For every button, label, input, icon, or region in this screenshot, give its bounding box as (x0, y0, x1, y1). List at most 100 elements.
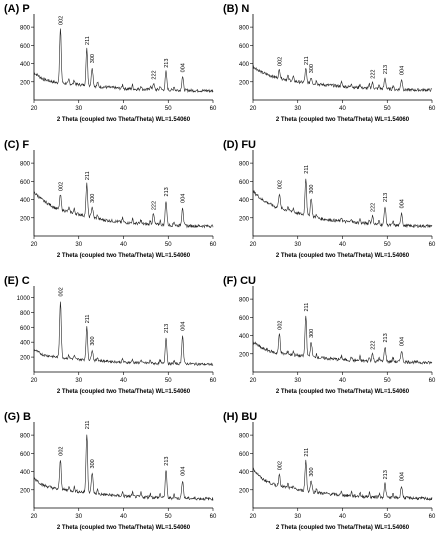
y-tick-label: 800 (20, 434, 31, 440)
y-tick-label: 400 (20, 341, 31, 347)
x-axis-label: 2 Theta (coupled two Theta/Theta) WL=1.5… (57, 389, 191, 395)
panel-title: (A) P (4, 3, 30, 15)
peak-label: 300 (90, 54, 96, 63)
x-tick-label: 20 (31, 514, 38, 520)
y-tick-label: 1000 (17, 296, 31, 302)
y-tick-label: 200 (20, 488, 31, 494)
chart-panel: (C) F 200 400 600 800 20 30 40 50 60 2 Theta (coup… (4, 139, 217, 259)
y-tick-label: 200 (20, 356, 31, 362)
x-tick-label: 30 (75, 514, 82, 520)
x-tick-label: 30 (294, 242, 301, 248)
x-tick-label: 50 (165, 106, 172, 112)
peak-label: 004 (400, 199, 406, 208)
x-tick-label: 40 (120, 106, 127, 112)
peak-label: 004 (181, 194, 187, 203)
x-tick-label: 50 (165, 514, 172, 520)
y-tick-label: 600 (239, 316, 250, 322)
peak-label: 002 (58, 287, 64, 296)
x-tick-label: 50 (384, 106, 391, 112)
x-tick-label: 20 (31, 242, 38, 248)
panel-title: (C) F (4, 139, 29, 151)
y-tick-label: 800 (20, 162, 31, 168)
panel-title: (F) CU (223, 275, 256, 287)
peak-label: 213 (164, 187, 170, 196)
xrd-pattern-line (33, 301, 214, 367)
peak-label: 300 (309, 329, 315, 338)
peak-label: 004 (400, 66, 406, 75)
y-tick-label: 800 (239, 26, 250, 32)
x-tick-label: 30 (294, 378, 301, 384)
x-axis-label: 2 Theta (coupled two Theta/Theta) WL=1.5… (276, 253, 410, 259)
peak-label: 002 (58, 447, 64, 456)
x-tick-label: 60 (210, 514, 217, 520)
y-tick-label: 400 (20, 62, 31, 68)
peak-label: 300 (90, 459, 96, 468)
peak-label: 213 (164, 324, 170, 333)
peak-label: 300 (90, 336, 96, 345)
peak-label: 211 (304, 56, 310, 65)
peak-label: 300 (90, 194, 96, 203)
peak-label: 213 (383, 470, 389, 479)
x-tick-label: 40 (120, 242, 127, 248)
y-tick-label: 200 (239, 488, 250, 494)
peak-label: 222 (370, 70, 376, 79)
peak-label: 213 (383, 333, 389, 342)
x-tick-label: 30 (294, 106, 301, 112)
chart-panel: (H) BU 200 400 600 800 20 30 40 50 60 2 Theta (cou… (223, 411, 436, 531)
xrd-pattern-line (252, 178, 433, 229)
y-tick-label: 600 (20, 180, 31, 186)
x-axis-label: 2 Theta (coupled two Theta/Theta) WL=1.5… (57, 253, 191, 259)
peak-label: 211 (304, 448, 310, 457)
panel-title: (G) B (4, 411, 31, 423)
x-tick-label: 40 (120, 514, 127, 520)
x-tick-label: 40 (120, 378, 127, 384)
xrd-pattern-line (33, 434, 214, 501)
y-tick-label: 600 (239, 452, 250, 458)
y-tick-label: 600 (20, 452, 31, 458)
x-axis-label: 2 Theta (coupled two Theta/Theta) WL=1.5… (276, 117, 410, 123)
peak-label: 211 (85, 171, 91, 180)
x-tick-label: 50 (165, 378, 172, 384)
peak-label: 222 (151, 201, 157, 210)
x-tick-label: 60 (210, 106, 217, 112)
y-tick-label: 200 (20, 80, 31, 86)
panel-title: (D) FU (223, 139, 256, 151)
peak-label: 211 (85, 314, 91, 323)
y-tick-label: 600 (239, 44, 250, 50)
x-tick-label: 60 (210, 378, 217, 384)
x-tick-label: 30 (75, 378, 82, 384)
peak-label: 002 (277, 321, 283, 330)
xrd-pattern-line (252, 459, 433, 502)
x-tick-label: 20 (250, 242, 257, 248)
peak-label: 002 (277, 57, 283, 66)
peak-label: 222 (370, 203, 376, 212)
x-tick-label: 40 (339, 514, 346, 520)
chart-panel: (A) P 200 400 600 800 20 30 40 50 60 2 Theta (coup… (4, 3, 217, 123)
peak-label: 300 (309, 185, 315, 194)
y-tick-label: 800 (239, 298, 250, 304)
x-tick-label: 30 (294, 514, 301, 520)
peak-label: 213 (164, 457, 170, 466)
y-tick-label: 200 (20, 216, 31, 222)
x-axis-label: 2 Theta (coupled two Theta/Theta) WL=1.5… (57, 525, 191, 531)
y-tick-label: 400 (239, 62, 250, 68)
x-tick-label: 60 (210, 242, 217, 248)
peak-label: 004 (400, 337, 406, 346)
peak-label: 002 (277, 180, 283, 189)
xrd-pattern-line (252, 315, 433, 365)
y-tick-label: 800 (20, 26, 31, 32)
peak-label: 222 (370, 341, 376, 350)
x-tick-label: 40 (339, 378, 346, 384)
x-tick-label: 50 (384, 378, 391, 384)
x-tick-label: 40 (339, 106, 346, 112)
y-tick-label: 400 (20, 470, 31, 476)
y-tick-label: 400 (239, 198, 250, 204)
peak-label: 211 (85, 36, 91, 45)
x-tick-label: 60 (429, 242, 436, 248)
y-tick-label: 600 (20, 44, 31, 50)
x-tick-label: 20 (250, 378, 257, 384)
y-tick-label: 200 (239, 352, 250, 358)
y-tick-label: 800 (239, 162, 250, 168)
peak-label: 002 (277, 461, 283, 470)
y-tick-label: 800 (239, 434, 250, 440)
